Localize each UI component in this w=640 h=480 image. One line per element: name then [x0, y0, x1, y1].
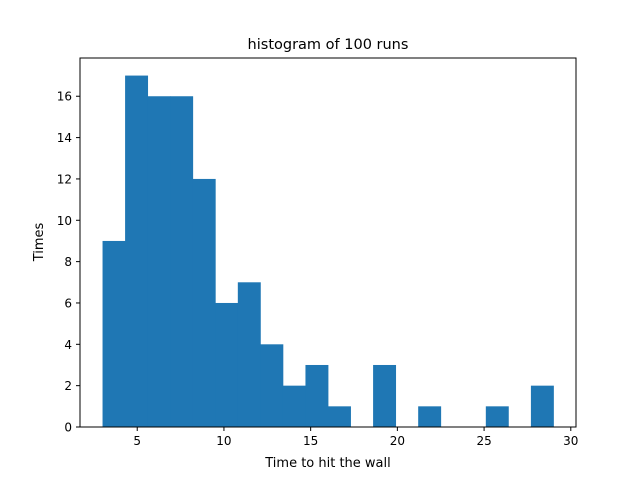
histogram-bar	[305, 364, 329, 427]
x-tick-label: 15	[303, 434, 318, 448]
histogram-bar	[125, 75, 149, 428]
histogram-bar	[260, 344, 284, 427]
x-tick-label: 20	[390, 434, 405, 448]
x-axis-label: Time to hit the wall	[264, 456, 391, 471]
histogram-bar	[418, 406, 442, 427]
y-axis-label: Times	[32, 222, 47, 262]
histogram-bar	[485, 406, 509, 427]
y-tick-label: 6	[64, 296, 72, 310]
histogram-bar	[530, 385, 554, 427]
y-tick-label: 2	[64, 379, 72, 393]
y-tick-label: 4	[64, 338, 72, 352]
histogram-bar	[102, 240, 126, 427]
x-axis-ticks: 5 10 15 20 25 30	[133, 427, 578, 448]
chart-title: histogram of 100 runs	[248, 37, 409, 53]
y-tick-label: 0	[64, 421, 72, 435]
y-tick-label: 8	[64, 255, 72, 269]
bars-group	[102, 75, 554, 428]
y-tick-label: 10	[57, 214, 72, 228]
y-tick-label: 16	[57, 90, 72, 104]
plot-frame	[79, 57, 577, 428]
y-tick-label: 12	[57, 172, 72, 186]
histogram-bar	[192, 178, 216, 427]
histogram-bar	[237, 282, 261, 427]
histogram-bar	[282, 385, 306, 427]
x-tick-label: 25	[476, 434, 491, 448]
histogram-bar	[215, 302, 239, 427]
histogram-bar	[328, 406, 351, 427]
histogram-bar	[170, 96, 194, 427]
y-tick-label: 14	[57, 131, 72, 145]
x-tick-label: 30	[563, 434, 578, 448]
histogram-bar	[147, 96, 171, 427]
x-tick-label: 5	[133, 434, 141, 448]
y-axis-ticks: 0 2 4 6 8 10 12 14 16	[57, 90, 80, 435]
x-tick-label: 10	[216, 434, 231, 448]
histogram-bar	[373, 364, 397, 427]
